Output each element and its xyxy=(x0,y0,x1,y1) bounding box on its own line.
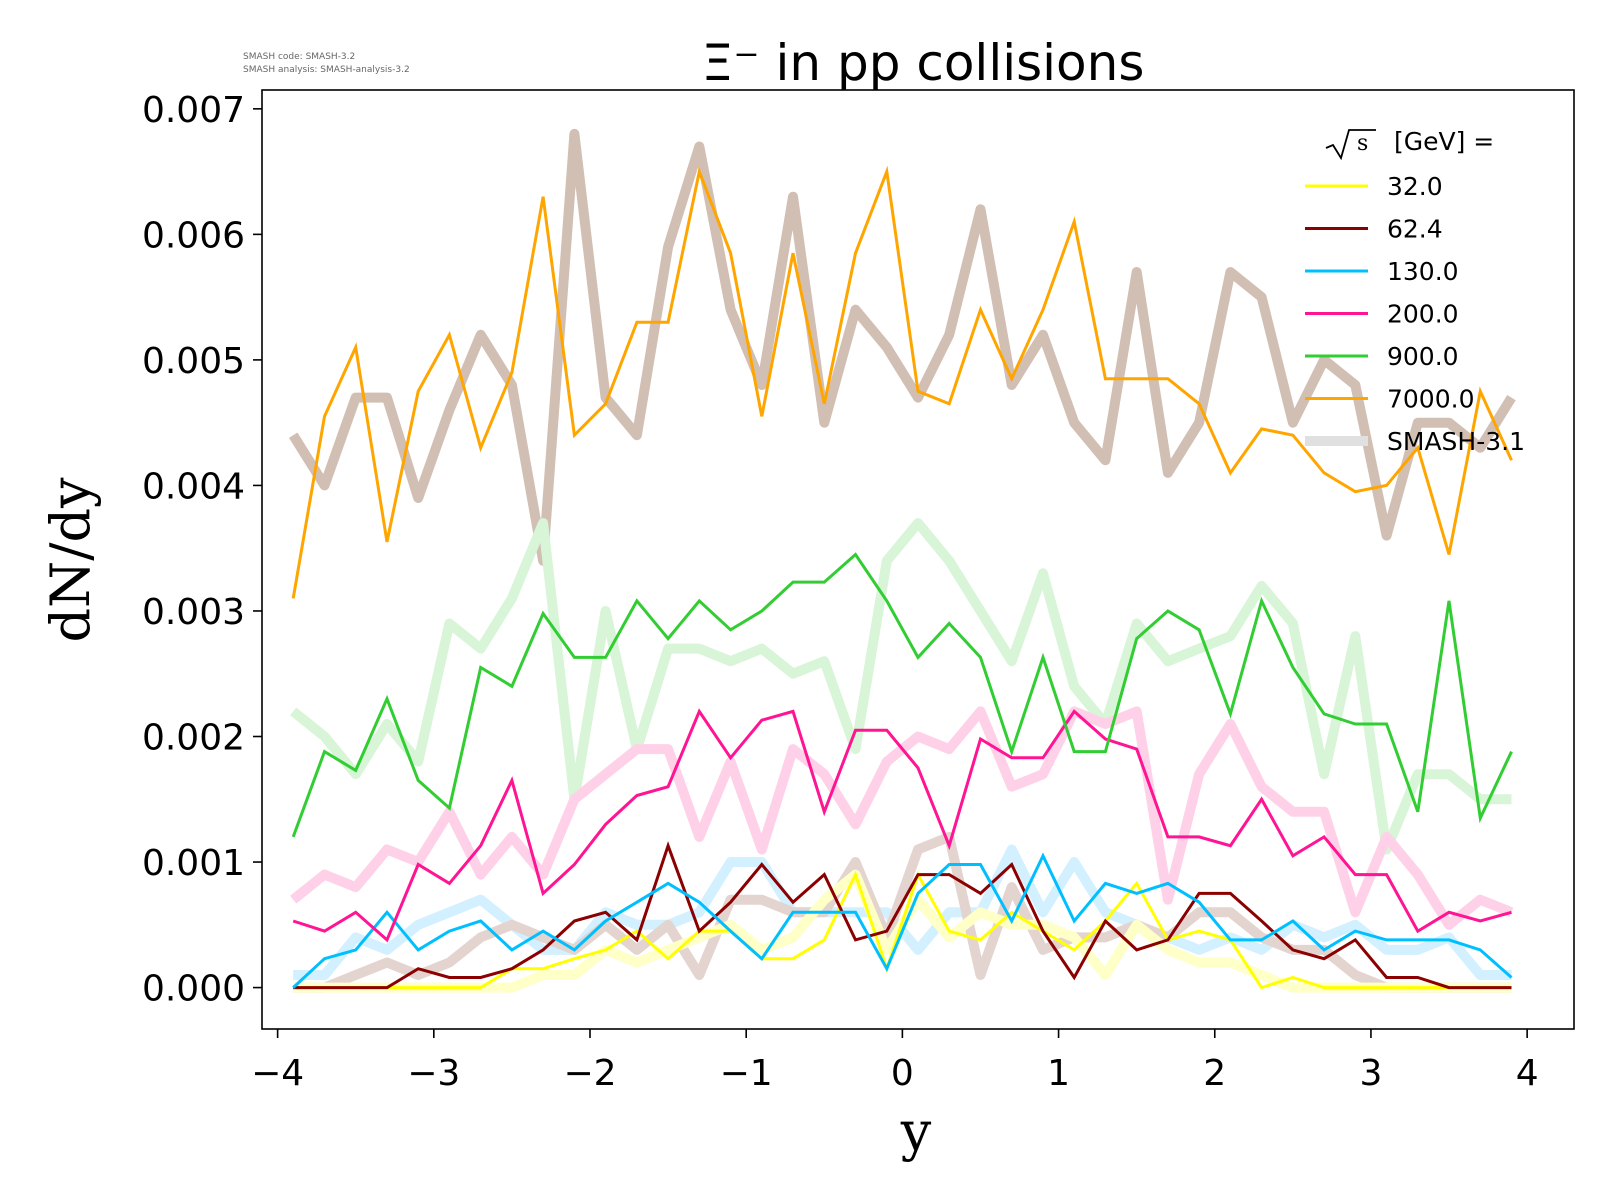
legend-label-5: 7000.0 xyxy=(1387,385,1474,414)
y-tick-label: 0.007 xyxy=(142,90,245,131)
y-tick-label: 0.001 xyxy=(142,843,245,884)
x-tick-label: −4 xyxy=(251,1053,304,1094)
legend: s [GeV] = 32.0 62.4 130.0 200.0 900.0 7000.0 S… xyxy=(1305,127,1525,456)
plot-frame xyxy=(261,89,1575,1030)
x-tick-label: 2 xyxy=(1203,1053,1226,1094)
legend-label-2: 130.0 xyxy=(1387,257,1459,286)
y-axis-label: dN/dy xyxy=(39,477,102,643)
series-line-4 xyxy=(291,552,1513,838)
series-line-2 xyxy=(292,852,1513,989)
legend-entries: 32.0 62.4 130.0 200.0 900.0 7000.0 SMASH-3.1 xyxy=(1305,172,1525,456)
legend-label-1: 62.4 xyxy=(1387,215,1443,244)
reference-line-4 xyxy=(293,831,1512,993)
x-tick-label: 0 xyxy=(891,1053,914,1094)
y-tick-label: 0.006 xyxy=(142,215,245,256)
y-tick-label: 0.005 xyxy=(142,341,245,382)
y-tick-label: 0.003 xyxy=(142,592,245,633)
y-tick-label: 0.004 xyxy=(142,466,245,507)
y-tick-label: 0.002 xyxy=(142,718,245,759)
series-line-0 xyxy=(293,870,1512,990)
reference-line-0 xyxy=(288,128,1516,566)
series-line-3 xyxy=(292,708,1512,943)
x-tick-label: −2 xyxy=(563,1053,616,1094)
version-info-analysis: SMASH analysis: SMASH-analysis-3.2 xyxy=(243,65,410,75)
series-lines xyxy=(291,165,1513,990)
legend-label-3: 200.0 xyxy=(1387,300,1459,329)
legend-label-0: 32.0 xyxy=(1387,172,1443,201)
y-tick-label: 0.000 xyxy=(142,969,245,1010)
legend-label-reference: SMASH-3.1 xyxy=(1387,427,1525,456)
series-line-5 xyxy=(291,165,1513,599)
version-info-code: SMASH code: SMASH-3.2 xyxy=(243,52,355,62)
x-tick-label: −3 xyxy=(407,1053,460,1094)
x-tick-label: 3 xyxy=(1359,1053,1382,1094)
legend-sqrt-symbol xyxy=(1325,129,1376,161)
y-axis: 0.000 0.001 0.002 0.003 0.004 0.005 0.006 0.007 xyxy=(142,90,262,1010)
x-tick-label: 1 xyxy=(1047,1053,1070,1094)
reference-line-1 xyxy=(290,518,1512,855)
legend-label-4: 900.0 xyxy=(1387,342,1459,371)
x-tick-label: −1 xyxy=(720,1053,773,1094)
legend-title-text: [GeV] = xyxy=(1394,127,1494,156)
legend-title-variable: s xyxy=(1357,131,1368,156)
x-axis-label: y xyxy=(900,1100,932,1163)
chart-title: Ξ⁻ in pp collisions xyxy=(702,34,1145,92)
series-line-1 xyxy=(293,841,1512,990)
x-tick-label: 4 xyxy=(1516,1053,1539,1094)
x-axis: −4 −3 −2 −1 0 1 2 3 4 xyxy=(251,1029,1539,1094)
